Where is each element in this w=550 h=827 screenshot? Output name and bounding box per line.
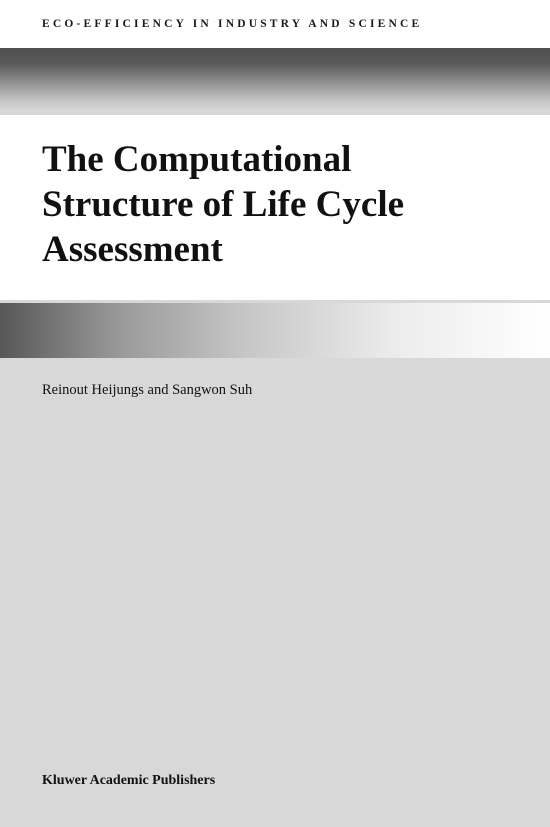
- series-label: ECO-EFFICIENCY IN INDUSTRY AND SCIENCE: [42, 18, 422, 30]
- publisher: Kluwer Academic Publishers: [42, 773, 215, 789]
- authors: Reinout Heijungs and Sangwon Suh: [42, 382, 252, 399]
- series-bar: ECO-EFFICIENCY IN INDUSTRY AND SCIENCE: [0, 0, 550, 48]
- gradient-band: [0, 303, 550, 358]
- book-title: The Computational Structure of Life Cycl…: [42, 137, 508, 272]
- title-block: The Computational Structure of Life Cycl…: [0, 115, 550, 300]
